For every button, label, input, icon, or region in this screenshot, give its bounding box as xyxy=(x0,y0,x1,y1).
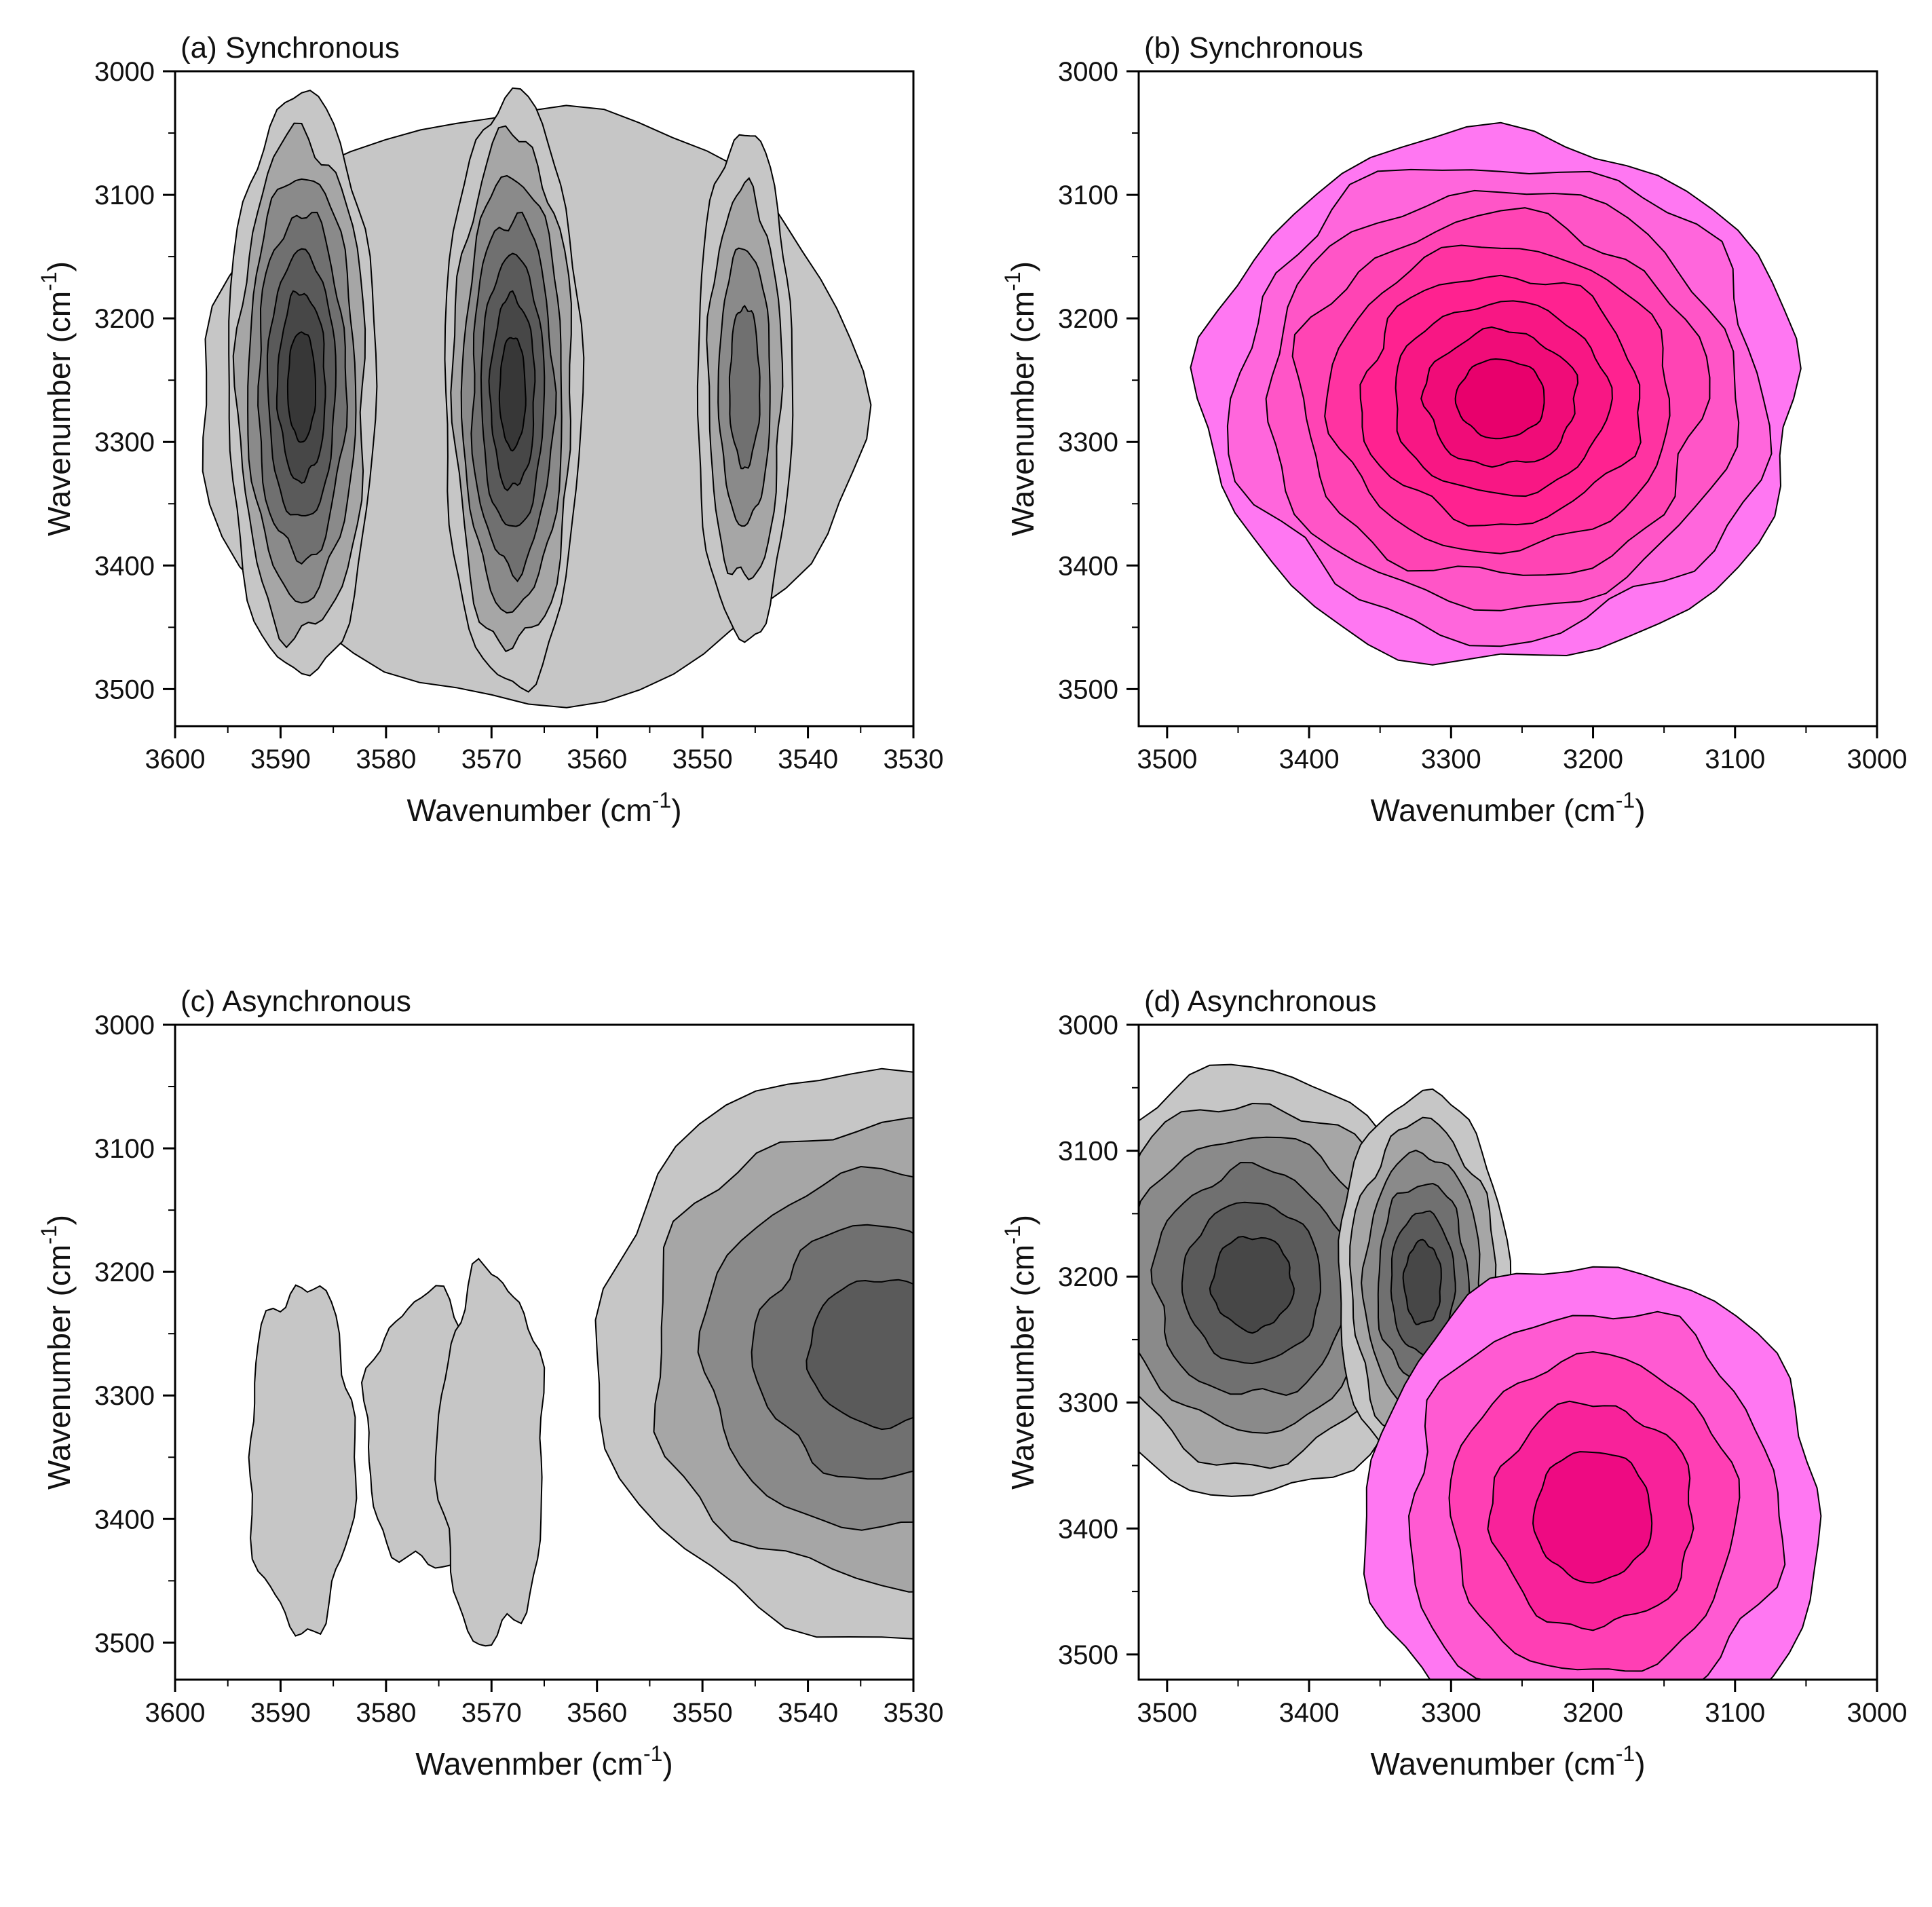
y-axis-label: Wavenumber (cm-1) xyxy=(1000,261,1040,536)
y-tick-label: 3000 xyxy=(1058,1011,1118,1040)
y-tick-label: 3300 xyxy=(1058,428,1118,457)
y-tick-label: 3200 xyxy=(94,304,155,334)
chart-title: (d) Asynchronous xyxy=(1144,985,1376,1018)
x-tick-label: 3570 xyxy=(461,1698,522,1728)
x-axis-label: Wavenumber (cm-1) xyxy=(1370,1741,1645,1781)
x-tick-label: 3530 xyxy=(884,744,944,774)
x-axis-label: Wavenmber (cm-1) xyxy=(415,1741,673,1781)
figure: 3600 3590 3580 3570 3560 3550 3540 3530 3000 3100… xyxy=(0,0,1927,1781)
contour-lobe xyxy=(248,1284,358,1637)
plot-frame xyxy=(1137,70,1878,728)
contour-level-6 xyxy=(498,337,527,452)
chart-title: (b) Synchronous xyxy=(1144,31,1363,64)
plot-area xyxy=(248,1068,913,1647)
plot-area xyxy=(1190,121,1802,666)
y-tick-label: 3300 xyxy=(1058,1389,1118,1418)
plot-frame xyxy=(1137,1023,1878,1681)
y-tick-label: 3500 xyxy=(94,1628,155,1658)
y-tick-label: 3200 xyxy=(1058,1262,1118,1292)
contour-lobe xyxy=(434,1258,546,1647)
x-tick-label: 3600 xyxy=(145,744,206,774)
y-tick-label: 3000 xyxy=(1058,57,1118,87)
y-tick-label: 3500 xyxy=(1058,1640,1118,1670)
y-tick-label: 3100 xyxy=(94,181,155,210)
panel-b: 3500 3400 3300 3200 3100 3000 3000 3100 3200 3300… xyxy=(964,0,1927,954)
chart-c: 3600 3590 3580 3570 3560 3550 3540 3530 3000 3100… xyxy=(37,985,944,1781)
y-tick-label: 3400 xyxy=(1058,551,1118,581)
y-tick-label: 3300 xyxy=(94,1381,155,1411)
x-tick-label: 3570 xyxy=(461,744,522,774)
x-tick-label: 3500 xyxy=(1137,744,1197,774)
x-tick-label: 3580 xyxy=(356,744,416,774)
contour-level-8 xyxy=(1454,358,1545,440)
x-tick-label: 3100 xyxy=(1705,1698,1765,1728)
panel-c: 3600 3590 3580 3570 3560 3550 3540 3530 3000 3100… xyxy=(0,954,964,1907)
contour-level-3 xyxy=(728,305,761,470)
x-tick-label: 3560 xyxy=(567,1698,627,1728)
x-axis-label: Wavenumber (cm-1) xyxy=(406,788,681,828)
plot-area xyxy=(202,87,872,709)
x-tick-label: 3500 xyxy=(1137,1698,1197,1728)
x-tick-label: 3200 xyxy=(1563,1698,1623,1728)
y-tick-label: 3100 xyxy=(1058,181,1118,210)
y-tick-label: 3500 xyxy=(94,675,155,704)
y-axis-label: Wavenumber (cm-1) xyxy=(1000,1215,1040,1490)
y-tick-label: 3100 xyxy=(1058,1137,1118,1167)
y-tick-label: 3500 xyxy=(1058,675,1118,704)
x-tick-label: 3550 xyxy=(673,1698,733,1728)
x-tick-label: 3550 xyxy=(673,744,733,774)
x-tick-label: 3600 xyxy=(145,1698,206,1728)
y-tick-label: 3200 xyxy=(94,1258,155,1287)
y-axis-label: Wavenumber (cm-1) xyxy=(37,261,77,536)
x-tick-label: 3590 xyxy=(250,744,311,774)
x-tick-label: 3530 xyxy=(884,1698,944,1728)
x-tick-label: 3000 xyxy=(1847,1698,1908,1728)
contour-level-6 xyxy=(286,331,316,443)
chart-title: (c) Asynchronous xyxy=(181,985,411,1018)
x-tick-label: 3540 xyxy=(778,1698,838,1728)
y-tick-label: 3000 xyxy=(94,57,155,87)
x-tick-label: 3300 xyxy=(1421,744,1481,774)
panel-a: 3600 3590 3580 3570 3560 3550 3540 3530 3000 3100… xyxy=(0,0,964,954)
x-tick-label: 3200 xyxy=(1563,744,1623,774)
y-tick-label: 3200 xyxy=(1058,304,1118,334)
y-tick-label: 3300 xyxy=(94,428,155,457)
y-tick-label: 3400 xyxy=(94,1505,155,1534)
chart-d: 3500 3400 3300 3200 3100 3000 3000 3100 3200 3300… xyxy=(1000,985,1908,1781)
x-tick-label: 3400 xyxy=(1279,1698,1340,1728)
y-tick-label: 3100 xyxy=(94,1134,155,1164)
y-tick-label: 3400 xyxy=(1058,1514,1118,1544)
x-tick-label: 3400 xyxy=(1279,744,1340,774)
contour-pos-level-4 xyxy=(1532,1451,1653,1584)
x-tick-label: 3000 xyxy=(1847,744,1908,774)
plot-area xyxy=(1139,1063,1822,1680)
contour-neg-level-5 xyxy=(1209,1235,1295,1334)
x-tick-label: 3300 xyxy=(1421,1698,1481,1728)
x-tick-label: 3540 xyxy=(778,744,838,774)
x-tick-label: 3560 xyxy=(567,744,627,774)
panel-d: 3500 3400 3300 3200 3100 3000 3000 3100 3200 3300… xyxy=(964,954,1927,1907)
x-tick-label: 3100 xyxy=(1705,744,1765,774)
chart-b: 3500 3400 3300 3200 3100 3000 3000 3100 3200 3300… xyxy=(1000,31,1908,828)
y-axis-label: Wavenumber (cm-1) xyxy=(37,1215,77,1490)
x-tick-label: 3590 xyxy=(250,1698,311,1728)
contour-neg-level-5 xyxy=(1402,1239,1442,1325)
chart-title: (a) Synchronous xyxy=(181,31,400,64)
y-tick-label: 3000 xyxy=(94,1011,155,1040)
y-tick-label: 3400 xyxy=(94,551,155,581)
chart-a: 3600 3590 3580 3570 3560 3550 3540 3530 3000 3100… xyxy=(37,31,944,828)
x-axis-label: Wavenumber (cm-1) xyxy=(1370,788,1645,828)
contour-level-4 xyxy=(806,1279,913,1431)
x-tick-label: 3580 xyxy=(356,1698,416,1728)
